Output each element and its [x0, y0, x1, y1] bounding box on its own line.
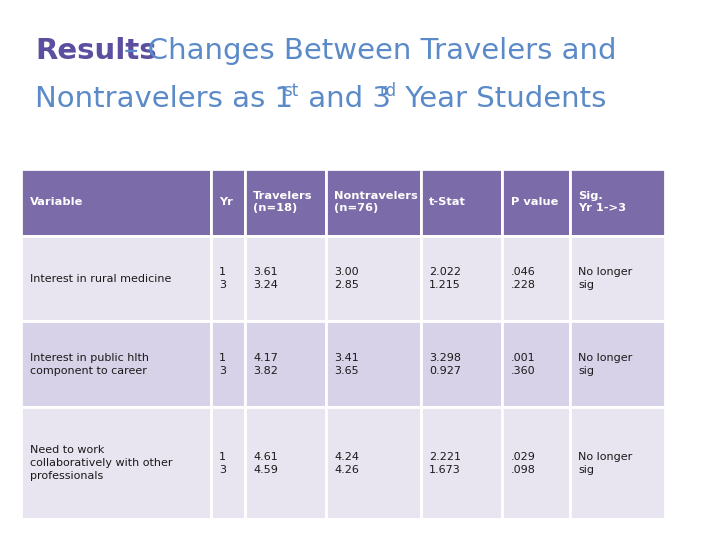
Text: Variable: Variable	[30, 197, 83, 207]
Text: No longer
sig: No longer sig	[578, 451, 633, 475]
Bar	[503, 407, 570, 519]
Bar	[326, 169, 421, 235]
Text: 1
3: 1 3	[220, 267, 226, 290]
Bar	[503, 169, 570, 235]
Bar	[211, 169, 245, 235]
Text: t-Stat: t-Stat	[429, 197, 466, 207]
Bar	[421, 407, 503, 519]
Bar	[245, 235, 326, 321]
Text: Nontravelers
(n=76): Nontravelers (n=76)	[334, 191, 418, 213]
Text: Interest in public hlth
component to career: Interest in public hlth component to car…	[30, 353, 148, 376]
Bar	[326, 235, 421, 321]
Text: Nontravelers as 1: Nontravelers as 1	[35, 85, 293, 113]
Text: – Changes Between Travelers and: – Changes Between Travelers and	[124, 37, 616, 64]
Bar	[22, 321, 211, 407]
Text: 1
3: 1 3	[220, 451, 226, 475]
Text: Interest in rural medicine: Interest in rural medicine	[30, 273, 171, 284]
Bar	[503, 321, 570, 407]
Bar	[211, 235, 245, 321]
Bar	[421, 235, 503, 321]
Bar	[570, 407, 665, 519]
Bar	[421, 321, 503, 407]
Bar	[326, 321, 421, 407]
Text: 2.221
1.673: 2.221 1.673	[429, 451, 462, 475]
Bar	[211, 321, 245, 407]
Text: .001
.360: .001 .360	[510, 353, 535, 376]
Bar	[211, 407, 245, 519]
Text: Travelers
(n=18): Travelers (n=18)	[253, 191, 312, 213]
Text: Results: Results	[35, 37, 157, 64]
Text: 4.17
3.82: 4.17 3.82	[253, 353, 278, 376]
Text: 4.24
4.26: 4.24 4.26	[334, 451, 359, 475]
Text: .046
.228: .046 .228	[510, 267, 536, 290]
Bar	[503, 235, 570, 321]
Text: 2.022
1.215: 2.022 1.215	[429, 267, 462, 290]
Text: 1
3: 1 3	[220, 353, 226, 376]
Text: C o n f e r e n c e   o n   M e d i c a l   S t u d e n t   E d u c a t i o n: C o n f e r e n c e o n M e d i c a l S …	[143, 8, 577, 22]
Text: No longer
sig: No longer sig	[578, 353, 633, 376]
Bar	[326, 407, 421, 519]
Bar	[22, 407, 211, 519]
Text: No longer
sig: No longer sig	[578, 267, 633, 290]
Text: 4.61
4.59: 4.61 4.59	[253, 451, 278, 475]
Bar	[570, 169, 665, 235]
Text: 3.41
3.65: 3.41 3.65	[334, 353, 359, 376]
Text: Yr: Yr	[220, 197, 233, 207]
Text: and 3: and 3	[300, 85, 391, 113]
Text: st: st	[282, 82, 298, 99]
Bar	[570, 321, 665, 407]
Bar	[570, 235, 665, 321]
Text: .029
.098: .029 .098	[510, 451, 536, 475]
Text: P value: P value	[510, 197, 558, 207]
Text: Sig.
Yr 1->3: Sig. Yr 1->3	[578, 191, 626, 213]
Text: 3.61
3.24: 3.61 3.24	[253, 267, 278, 290]
Text: 3.00
2.85: 3.00 2.85	[334, 267, 359, 290]
Bar	[245, 169, 326, 235]
Bar	[421, 169, 503, 235]
Text: 3.298
0.927: 3.298 0.927	[429, 353, 462, 376]
Text: Need to work
collaboratively with other
professionals: Need to work collaboratively with other …	[30, 445, 172, 481]
Bar	[245, 407, 326, 519]
Bar	[22, 169, 211, 235]
Bar	[245, 321, 326, 407]
Text: Year Students: Year Students	[396, 85, 606, 113]
Text: rd: rd	[379, 82, 397, 99]
Bar	[22, 235, 211, 321]
